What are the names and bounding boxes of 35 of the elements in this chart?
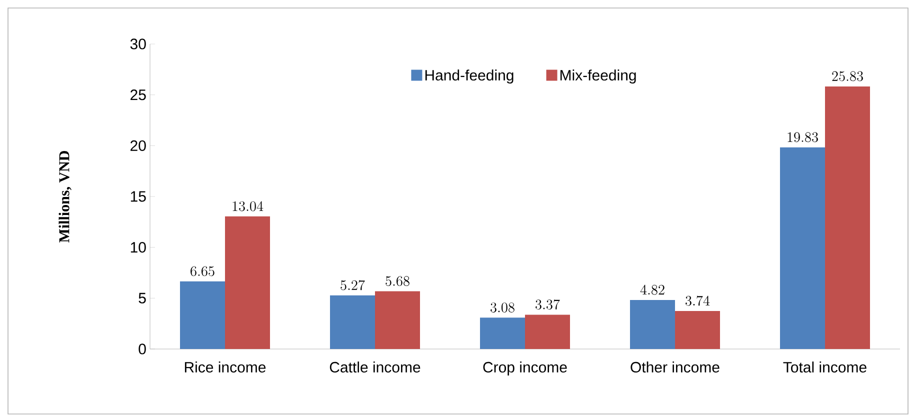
data-label: 4.82	[640, 284, 664, 295]
y-tick-label: 0	[138, 344, 146, 354]
x-tick-label: Other income	[630, 362, 720, 373]
x-tick-label: Crop income	[483, 362, 567, 376]
y-tick-label: 25	[130, 90, 146, 100]
data-label: 5.68	[386, 276, 410, 286]
data-label: 3.37	[536, 299, 560, 310]
data-label: 5.27	[340, 280, 365, 290]
bar	[180, 281, 225, 349]
data-label: 6.65	[190, 266, 214, 276]
data-label: 13.04	[232, 201, 264, 212]
bar	[525, 314, 570, 349]
data-label: 3.74	[686, 296, 710, 306]
data-label: 19.83	[788, 132, 818, 142]
bar	[375, 291, 420, 349]
x-tick-label: Cattle income	[330, 362, 420, 373]
y-tick-label: 10	[130, 242, 146, 253]
bar	[630, 300, 676, 349]
x-tick-label: Rice income	[184, 362, 266, 373]
y-tick-label: 30	[130, 38, 146, 50]
y-tick-label: 5	[138, 292, 146, 304]
bar	[225, 216, 270, 349]
bar	[675, 310, 720, 349]
bar	[825, 86, 870, 349]
legend-label: Hand-feeding	[425, 70, 514, 84]
bar	[780, 147, 826, 349]
bar	[480, 318, 526, 349]
data-label: 25.83	[832, 71, 863, 82]
y-tick-label: 20	[130, 140, 146, 151]
y-tick-label: 15	[130, 191, 146, 202]
y-axis-title: Millions, VND	[58, 150, 72, 242]
data-label: 3.08	[490, 302, 514, 312]
legend-label: Mix-feeding	[560, 70, 636, 84]
bar	[330, 295, 375, 349]
x-tick-label: Total income	[783, 362, 866, 373]
